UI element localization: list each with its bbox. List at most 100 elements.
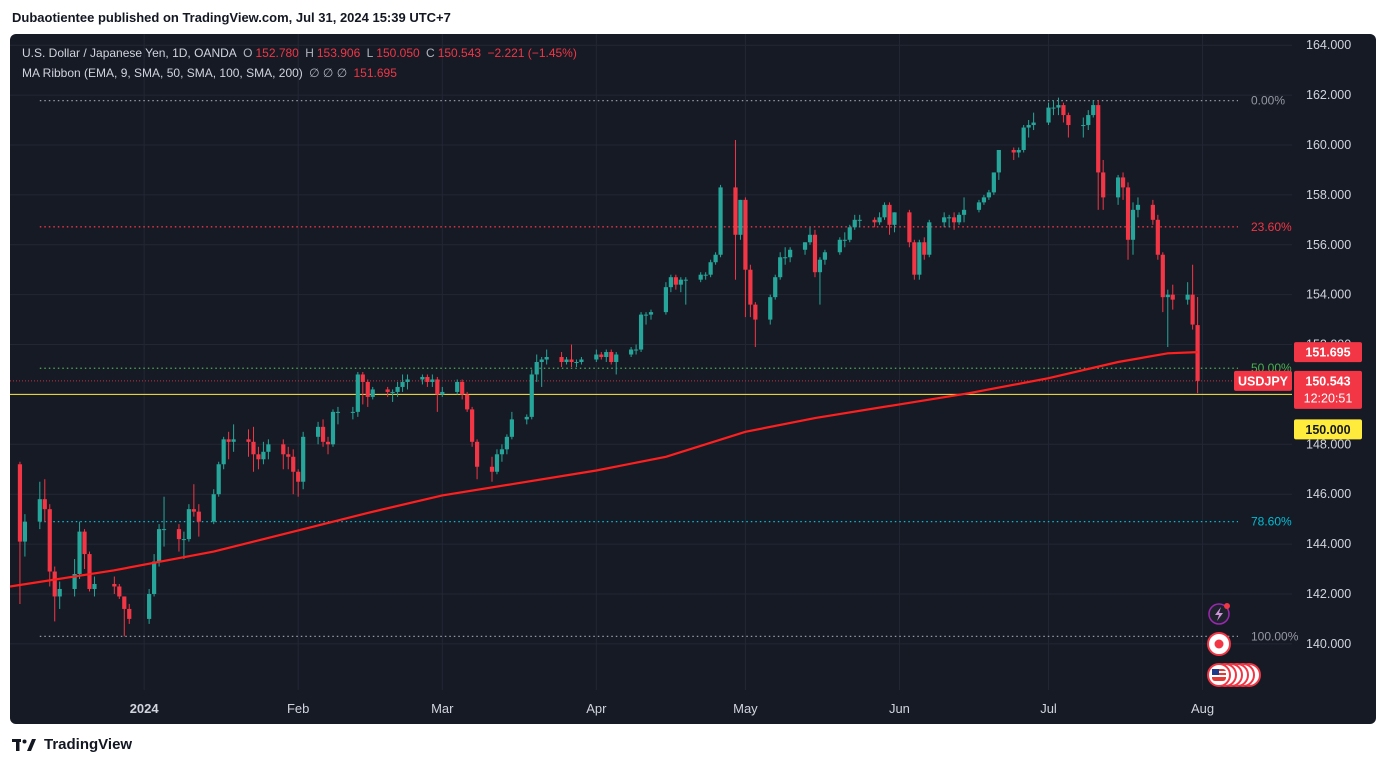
candle-body: [147, 593, 152, 619]
candle: [1170, 284, 1175, 310]
candle: [122, 596, 127, 637]
candle: [77, 521, 82, 580]
candle-body: [77, 531, 82, 575]
time-tick-label: Jul: [1040, 701, 1057, 716]
candle: [92, 576, 97, 597]
candle: [638, 312, 644, 353]
candle: [191, 484, 196, 517]
candle: [256, 446, 261, 470]
candle-body: [251, 441, 256, 455]
candle: [629, 347, 634, 358]
candle: [683, 277, 688, 305]
candle-body: [1135, 204, 1141, 210]
candle-body: [355, 374, 360, 412]
candle-body: [892, 212, 897, 225]
candle-body: [524, 416, 529, 420]
candle: [221, 436, 226, 470]
candle: [400, 374, 405, 392]
candle: [1091, 100, 1096, 118]
candle: [420, 374, 425, 385]
candle: [385, 386, 390, 397]
candle: [152, 554, 157, 597]
candle-body: [579, 359, 584, 362]
candle: [320, 419, 326, 447]
price-chart[interactable]: 0.00%23.60%50.00%78.60%100.00% 140.00014…: [10, 34, 1376, 724]
candle: [52, 566, 57, 622]
candle: [564, 357, 569, 365]
candle: [738, 199, 743, 240]
candle: [788, 247, 793, 263]
chart-panel[interactable]: 0.00% 23.60% 50.00% 78.60% 100.00% 140.000 14…: [10, 34, 1376, 724]
candle: [1130, 202, 1136, 255]
candle: [912, 239, 917, 280]
candle-body: [648, 312, 654, 315]
candle: [186, 504, 191, 542]
countdown-tag: 12:20:51: [1304, 391, 1353, 405]
candle: [748, 264, 753, 318]
time-tick-label: Jun: [889, 701, 910, 716]
candle-body: [604, 352, 609, 358]
candle: [922, 237, 927, 260]
candle-body: [887, 204, 892, 225]
candle: [996, 149, 1001, 180]
candle-body: [455, 381, 460, 392]
candle: [942, 212, 947, 228]
candle-body: [1170, 294, 1175, 300]
candle-body: [211, 494, 216, 522]
change-value: −2.221 (−1.45%): [487, 46, 577, 60]
tradingview-logo-icon: [12, 738, 36, 751]
candle-body: [494, 454, 500, 472]
time-tick-label: Mar: [431, 701, 454, 716]
candle-body: [599, 354, 604, 358]
candle-body: [435, 379, 440, 395]
price-tick-label: 146.000: [1306, 487, 1351, 501]
candle: [917, 239, 922, 280]
candle-body: [226, 439, 231, 442]
candle: [291, 449, 296, 495]
price-tick-label: 144.000: [1306, 537, 1351, 551]
candle: [117, 583, 122, 599]
lightning-bolt-icon: [1215, 607, 1223, 621]
level-150-tag-bg: [1294, 419, 1362, 440]
candle-body: [176, 529, 182, 540]
candle: [315, 421, 321, 445]
candle: [435, 376, 440, 412]
candle-body: [161, 529, 167, 531]
candle-body: [743, 199, 748, 270]
candle: [1125, 182, 1131, 260]
candle: [176, 524, 182, 552]
candle: [1155, 214, 1160, 260]
candle: [822, 249, 828, 265]
candle: [544, 349, 549, 365]
candle-body: [1120, 177, 1126, 188]
candle: [42, 479, 47, 522]
candle-body: [1066, 115, 1071, 126]
close-label: C: [426, 46, 435, 60]
fib-levels: 0.00%23.60%50.00%78.60%100.00%: [39, 94, 1299, 643]
candle: [778, 252, 783, 280]
candle: [1016, 147, 1021, 158]
candle: [82, 529, 87, 570]
time-axis: 2024 Feb Mar Apr May Jun Jul Aug: [130, 701, 1214, 716]
candle-body: [370, 389, 375, 397]
candle-body: [942, 217, 947, 223]
candle-body: [852, 219, 857, 228]
candle: [718, 184, 723, 258]
last-price-tag: 150.543: [1305, 374, 1350, 388]
legend-indicator-row: MA Ribbon (EMA, 9, SMA, 50, SMA, 100, SM…: [22, 63, 580, 83]
candle: [390, 389, 395, 402]
candle-body: [1021, 127, 1026, 150]
candle: [708, 259, 713, 278]
candle-body: [638, 314, 644, 350]
candle: [112, 576, 117, 594]
ma-price-tag-bg: [1294, 342, 1362, 363]
candle-body: [296, 471, 301, 482]
candle: [156, 524, 162, 567]
candle-body: [460, 381, 465, 395]
last-price-tag-bg: [1294, 370, 1362, 409]
candle: [837, 237, 842, 255]
tradingview-logo[interactable]: TradingView: [12, 736, 132, 753]
fib-label: 78.60%: [1251, 515, 1292, 529]
candle: [281, 439, 286, 470]
candle-body: [499, 449, 505, 455]
